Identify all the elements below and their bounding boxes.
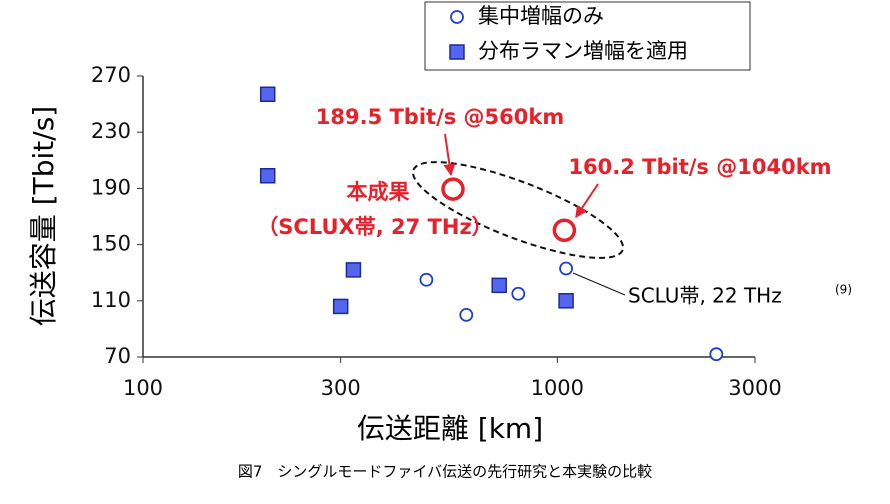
y-tick-label: 150	[91, 232, 131, 256]
y-tick-label: 110	[91, 288, 131, 312]
annotation: (9)	[835, 283, 852, 297]
point	[332, 298, 349, 315]
highlight-point	[552, 218, 577, 243]
highlight-label: 160.2 Tbit/s @1040km	[568, 155, 831, 179]
leader-line	[572, 272, 626, 296]
x-axis-title: 伝送距離 [km]	[357, 412, 543, 445]
x-tick-label: 100	[123, 376, 163, 400]
legend-label: 分布ラマン増幅を適用	[478, 39, 688, 63]
x-tick-label: 300	[321, 376, 361, 400]
arrow	[575, 183, 599, 218]
legend-box	[424, 1, 751, 71]
point	[558, 293, 574, 309]
legend-label: 集中増幅のみ	[478, 4, 604, 28]
point	[345, 262, 362, 278]
y-tick-label: 70	[104, 344, 131, 368]
point	[419, 272, 434, 287]
y-tick-label: 230	[91, 119, 131, 143]
y-tick-label: 270	[91, 63, 131, 87]
legend-marker	[449, 44, 465, 60]
point	[491, 277, 507, 294]
point	[459, 307, 474, 322]
highlight-point	[441, 177, 465, 201]
x-tick-label: 3000	[728, 376, 781, 400]
x-tick-label: 1000	[531, 376, 584, 400]
annotation: SCLU帯, 22 THz	[628, 284, 782, 308]
caption: 図7 シングルモードファイバ伝送の先行研究と本実験の比較	[238, 463, 652, 481]
point	[709, 347, 724, 362]
point	[559, 261, 573, 276]
legend-marker	[450, 10, 464, 24]
point	[259, 168, 276, 184]
arrow	[443, 133, 456, 177]
y-axis-title: 伝送容量 [Tbit/s]	[27, 106, 60, 326]
y-tick-label: 190	[91, 175, 131, 199]
point	[511, 286, 526, 301]
annotation: 本成果	[347, 180, 410, 204]
point	[259, 86, 276, 103]
highlight-label: 189.5 Tbit/s @560km	[316, 105, 565, 129]
annotation: （SCLUX帯, 27 THz）	[257, 215, 492, 239]
